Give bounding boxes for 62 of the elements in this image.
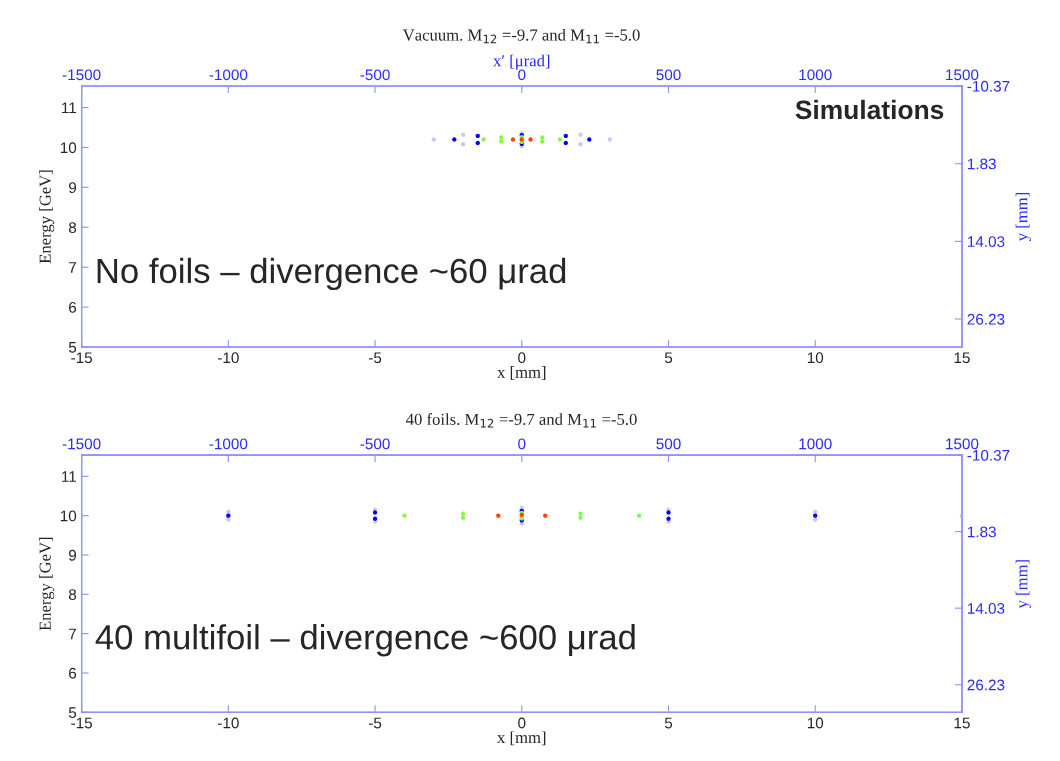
y2-axis-title: y [mm]: [1015, 192, 1031, 242]
x2-tick-label: -1500: [62, 69, 101, 81]
annotation: 40 multifoil – divergence ~600 μrad: [95, 624, 635, 657]
y2-tick-label: -10.37: [967, 80, 1010, 92]
y-tick-label: 5: [68, 342, 77, 353]
y2-tick-label: 1.83: [967, 526, 996, 538]
x2-tick-label: 1500: [946, 69, 979, 81]
x-tick-label: 5: [664, 717, 673, 729]
y-axis-title: Energy [GeV]: [39, 170, 55, 264]
x-axis-title: x [mm]: [497, 366, 546, 380]
y-tick-label: 6: [69, 301, 77, 313]
y-tick-label: 7: [69, 262, 76, 273]
x2-tick-label: 1000: [799, 438, 832, 450]
y2-tick-label: 26.23: [967, 679, 1005, 691]
y-tick-label: 10: [60, 510, 77, 522]
y-tick-label: 9: [68, 549, 77, 561]
y-tick-label: 5: [68, 707, 77, 718]
x2-tick-label: -1000: [209, 438, 248, 450]
x-tick-label: 5: [664, 352, 673, 364]
x2-tick-label: 500: [656, 438, 681, 450]
x-tick-label: 0: [518, 352, 526, 364]
x-tick-label: -10: [217, 352, 239, 364]
x2-tick-label: -1500: [62, 438, 101, 450]
x2-tick-label: 0: [518, 438, 526, 450]
x-tick-label: -5: [368, 717, 382, 729]
y-tick-label: 8: [68, 222, 77, 233]
y2-axis-title: y [mm]: [1015, 560, 1031, 609]
y-tick-label: 11: [62, 471, 77, 482]
x2-tick-label: -1000: [209, 69, 248, 81]
chart-title: 40 foils. M$_{12}$ =-9.7 and M$_{11}$ =-5.0: [406, 413, 637, 428]
y2-tick-label: 1.83: [967, 158, 996, 170]
y-tick-label: 6: [69, 667, 77, 679]
x2-tick-label: 0: [518, 69, 526, 81]
x2-tick-label: -500: [360, 69, 390, 81]
y2-tick-label: 26.23: [967, 313, 1005, 325]
y-tick-label: 9: [68, 182, 77, 194]
chart-title: Vacuum. M$_{12}$ =-9.7 and M$_{11}$ =-5.0: [402, 28, 640, 44]
y2-tick-label: 14.03: [967, 236, 1005, 248]
x2-tick-label: 500: [656, 69, 681, 81]
x-tick-label: 10: [807, 717, 824, 729]
annotation: No foils – divergence ~60 μrad: [97, 257, 566, 291]
x2-axis-title: x′ [μrad]: [493, 54, 550, 70]
y-tick-label: 7: [69, 628, 76, 640]
y-axis-title: Energy [GeV]: [39, 537, 55, 631]
x2-tick-label: -500: [360, 438, 390, 450]
x-tick-label: -15: [71, 717, 93, 729]
x-tick-label: 15: [954, 717, 970, 729]
x-tick-label: -10: [217, 717, 239, 729]
x-axis-title: x [mm]: [497, 731, 546, 746]
y2-tick-label: -10.37: [967, 449, 1010, 461]
x-tick-label: 10: [807, 352, 824, 364]
x2-tick-label: 1500: [946, 438, 979, 450]
annotation: Simulations: [795, 99, 944, 120]
y2-tick-label: 14.03: [967, 603, 1005, 614]
y-tick-label: 8: [68, 589, 77, 600]
x-tick-label: 0: [518, 717, 526, 729]
x-tick-label: -5: [368, 352, 382, 364]
y-tick-label: 11: [62, 102, 77, 114]
x-tick-label: 15: [954, 352, 970, 364]
y-tick-label: 10: [60, 142, 77, 154]
x-tick-label: -15: [71, 352, 93, 364]
x2-tick-label: 1000: [799, 69, 832, 81]
